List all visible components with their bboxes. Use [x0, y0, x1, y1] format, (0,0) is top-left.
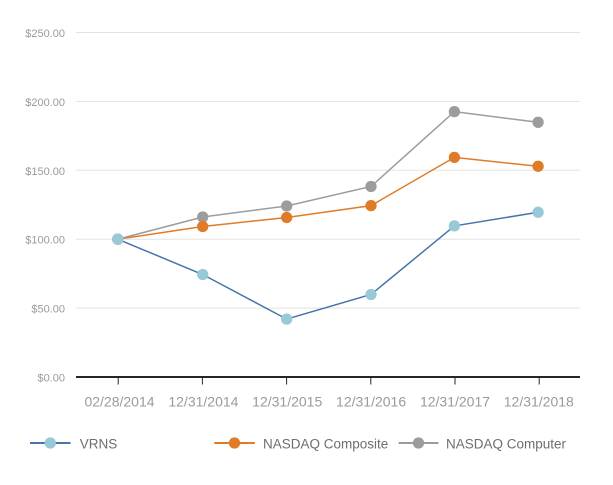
- svg-text:$50.00: $50.00: [31, 304, 65, 316]
- svg-text:12/31/2017: 12/31/2017: [420, 394, 490, 410]
- svg-text:$250.00: $250.00: [25, 28, 65, 40]
- svg-text:12/31/2015: 12/31/2015: [252, 394, 322, 410]
- svg-text:02/28/2014: 02/28/2014: [84, 394, 154, 410]
- svg-text:12/31/2016: 12/31/2016: [336, 394, 406, 410]
- svg-text:NASDAQ Composite: NASDAQ Composite: [263, 436, 388, 451]
- svg-text:NASDAQ Computer: NASDAQ Computer: [446, 436, 567, 451]
- svg-text:12/31/2014: 12/31/2014: [168, 394, 238, 410]
- svg-text:12/31/2018: 12/31/2018: [504, 394, 574, 410]
- svg-text:$0.00: $0.00: [37, 373, 65, 385]
- svg-text:$100.00: $100.00: [25, 235, 65, 247]
- svg-text:$200.00: $200.00: [25, 97, 65, 109]
- svg-text:VRNS: VRNS: [80, 436, 118, 451]
- svg-text:$150.00: $150.00: [25, 166, 65, 178]
